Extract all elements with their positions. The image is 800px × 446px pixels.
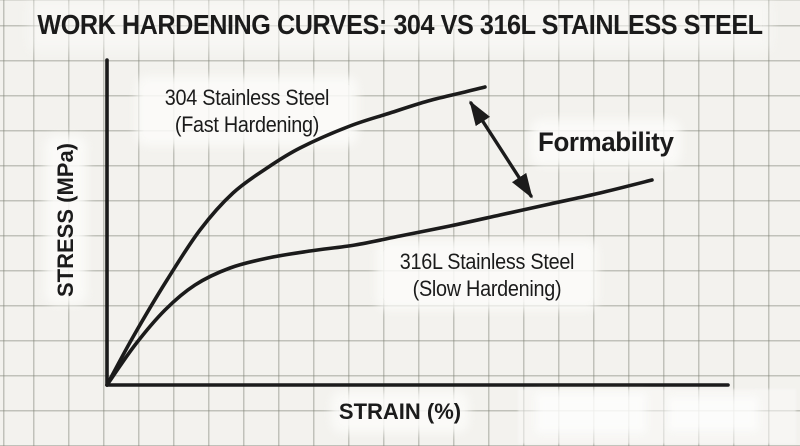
chart-title: WORK HARDENING CURVES: 304 VS 316L STAIN… [37,9,763,41]
series-label-316l: 316L Stainless Steel (Slow Hardening) [383,248,591,302]
series-label-304-name: 304 Stainless Steel [164,85,330,110]
series-label-316l-name: 316L Stainless Steel [399,249,575,274]
curve-316l [105,178,654,387]
series-label-316l-sub: (Slow Hardening) [412,276,562,301]
curve-304 [105,85,487,387]
formability-arrow [469,100,533,199]
x-axis-label: STRAIN (%) [338,399,462,425]
series-label-304-sub: (Fast Hardening) [174,112,320,137]
blurred-watermark [518,389,796,444]
series-label-304: 304 Stainless Steel (Fast Hardening) [143,84,351,138]
axes-lines [105,58,730,387]
formability-label: Formability [538,127,674,158]
